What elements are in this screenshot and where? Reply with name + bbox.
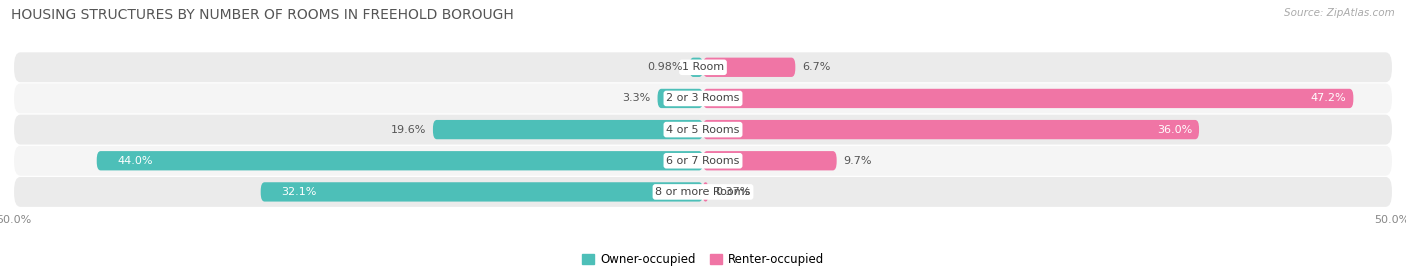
- Text: Source: ZipAtlas.com: Source: ZipAtlas.com: [1284, 8, 1395, 18]
- Text: 47.2%: 47.2%: [1310, 93, 1347, 103]
- Text: 19.6%: 19.6%: [391, 124, 426, 135]
- FancyBboxPatch shape: [703, 89, 1354, 108]
- Text: 36.0%: 36.0%: [1157, 124, 1192, 135]
- FancyBboxPatch shape: [703, 120, 1199, 139]
- Text: 0.98%: 0.98%: [647, 62, 682, 72]
- FancyBboxPatch shape: [703, 151, 837, 170]
- FancyBboxPatch shape: [14, 52, 1392, 82]
- FancyBboxPatch shape: [14, 115, 1392, 144]
- Text: 8 or more Rooms: 8 or more Rooms: [655, 187, 751, 197]
- FancyBboxPatch shape: [260, 182, 703, 202]
- FancyBboxPatch shape: [97, 151, 703, 170]
- Text: 2 or 3 Rooms: 2 or 3 Rooms: [666, 93, 740, 103]
- Text: 32.1%: 32.1%: [281, 187, 316, 197]
- FancyBboxPatch shape: [14, 177, 1392, 207]
- Text: 9.7%: 9.7%: [844, 156, 872, 166]
- FancyBboxPatch shape: [703, 58, 796, 77]
- FancyBboxPatch shape: [14, 83, 1392, 113]
- Text: 6.7%: 6.7%: [803, 62, 831, 72]
- FancyBboxPatch shape: [703, 182, 709, 202]
- FancyBboxPatch shape: [14, 146, 1392, 176]
- Text: 0.37%: 0.37%: [716, 187, 751, 197]
- FancyBboxPatch shape: [658, 89, 703, 108]
- Text: 44.0%: 44.0%: [117, 156, 153, 166]
- Text: 1 Room: 1 Room: [682, 62, 724, 72]
- Text: 3.3%: 3.3%: [623, 93, 651, 103]
- FancyBboxPatch shape: [433, 120, 703, 139]
- Legend: Owner-occupied, Renter-occupied: Owner-occupied, Renter-occupied: [582, 253, 824, 266]
- Text: 6 or 7 Rooms: 6 or 7 Rooms: [666, 156, 740, 166]
- Text: HOUSING STRUCTURES BY NUMBER OF ROOMS IN FREEHOLD BOROUGH: HOUSING STRUCTURES BY NUMBER OF ROOMS IN…: [11, 8, 515, 22]
- FancyBboxPatch shape: [689, 58, 703, 77]
- Text: 4 or 5 Rooms: 4 or 5 Rooms: [666, 124, 740, 135]
